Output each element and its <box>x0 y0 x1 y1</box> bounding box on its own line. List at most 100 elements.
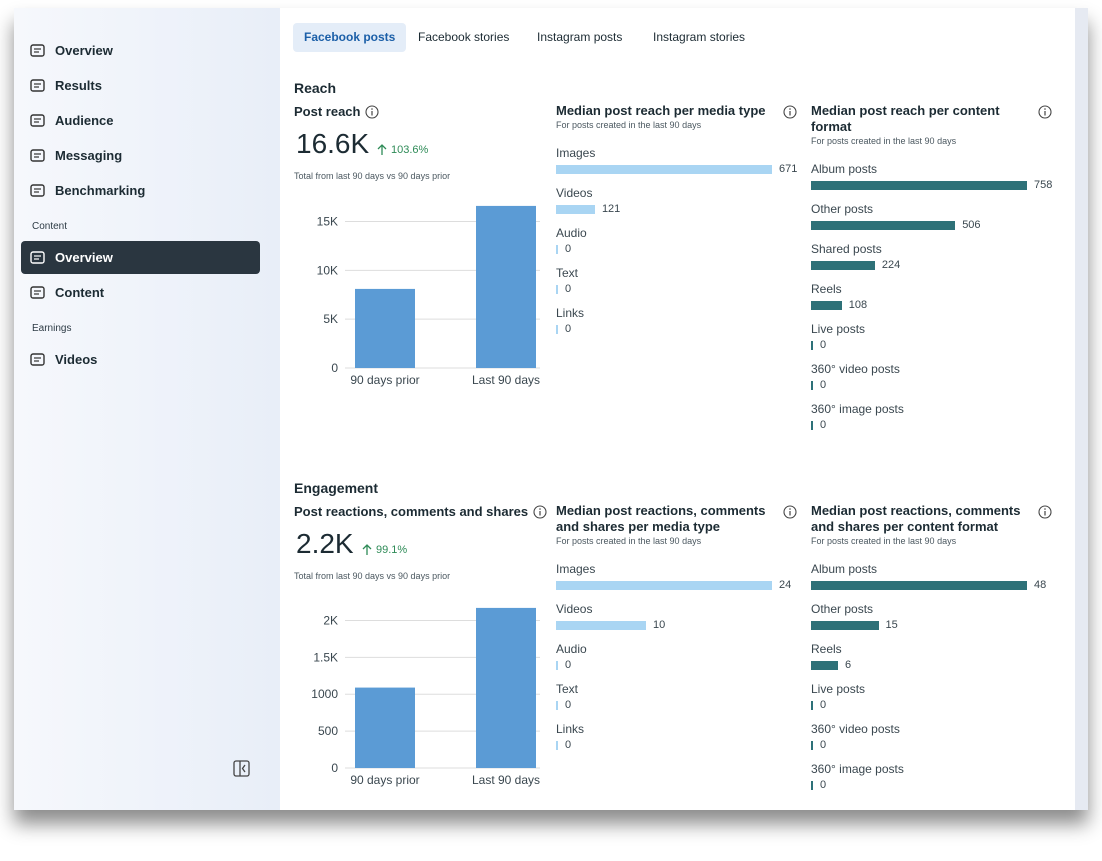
breakdown-row: Shared posts 224 <box>811 241 1056 281</box>
x-tick-label: 90 days prior <box>350 773 419 787</box>
nav-label: Audience <box>55 113 114 128</box>
bar-value: 0 <box>565 699 572 711</box>
bar <box>476 607 536 768</box>
bar-value: 0 <box>820 379 827 391</box>
bar-row: 0 <box>556 321 801 337</box>
breakdown-label: 360° image posts <box>811 762 904 776</box>
info-icon[interactable] <box>365 105 379 119</box>
bar-row: 0 <box>556 657 801 673</box>
tab[interactable]: Facebook stories <box>418 30 510 44</box>
bar <box>811 420 813 430</box>
nav-icon <box>30 114 45 127</box>
bar-row: 0 <box>556 241 801 257</box>
bar-row: 506 <box>811 217 1056 233</box>
bar-row: 671 <box>556 161 801 177</box>
bar-row: 0 <box>811 737 1056 753</box>
breakdown-label: Other posts <box>811 602 874 616</box>
bar <box>556 740 558 750</box>
breakdown-label: 360° video posts <box>811 722 900 736</box>
breakdown-header: Median post reach per content format <box>811 103 1056 135</box>
nav-label: Overview <box>55 43 113 58</box>
breakdown-row: Videos 10 <box>556 601 801 641</box>
bar-value: 0 <box>565 243 572 255</box>
breakdown-row: Text 0 <box>556 681 801 721</box>
y-tick-label: 15K <box>317 215 338 229</box>
bar <box>556 204 595 214</box>
breakdown-label: Live posts <box>811 682 866 696</box>
bar-value: 0 <box>820 779 827 791</box>
bar <box>811 580 1027 590</box>
breakdown-row: Reels 6 <box>811 641 1056 681</box>
bar-value: 0 <box>565 283 572 295</box>
info-icon[interactable] <box>783 105 797 119</box>
bar-value: 121 <box>601 203 621 215</box>
breakdown-label: Images <box>556 146 596 160</box>
breakdown-subtitle: For posts created in the last 90 days <box>811 536 957 546</box>
breakdown-label: Text <box>556 266 579 280</box>
bar <box>556 700 558 710</box>
up-arrow <box>362 544 372 555</box>
metric-note: Total from last 90 days vs 90 days prior <box>294 571 451 581</box>
bar-row: 108 <box>811 297 1056 313</box>
nav-item[interactable]: Benchmarking <box>21 174 260 207</box>
info-icon[interactable] <box>783 505 797 519</box>
breakdown-panel: Median post reactions, comments and shar… <box>556 503 801 761</box>
x-tick-label: Last 90 days <box>472 773 540 787</box>
bar <box>811 700 813 710</box>
breakdown-panel: Median post reactions, comments and shar… <box>811 503 1056 801</box>
nav-label: Results <box>55 78 102 93</box>
bar-value: 0 <box>820 699 827 711</box>
tab[interactable]: Facebook posts <box>293 23 407 52</box>
info-icon[interactable] <box>1038 505 1052 519</box>
metric-change: 99.1% <box>376 544 408 556</box>
collapse-button[interactable] <box>233 760 250 777</box>
nav-item[interactable]: Overview <box>21 34 260 67</box>
y-tick-label: 0 <box>331 761 338 775</box>
y-tick-label: 500 <box>318 724 338 738</box>
nav-item[interactable]: Overview <box>21 241 260 274</box>
tab[interactable]: Instagram posts <box>537 30 623 44</box>
breakdown-row: Images 24 <box>556 561 801 601</box>
bar-value: 0 <box>565 659 572 671</box>
metric-value: 2.2K <box>296 528 354 559</box>
breakdown-label: Videos <box>556 602 593 616</box>
breakdown-label: Images <box>556 562 596 576</box>
breakdown-row: Other posts 506 <box>811 201 1056 241</box>
nav-item[interactable]: Results <box>21 69 260 102</box>
section-title: Engagement <box>294 480 379 496</box>
nav-label: Videos <box>55 352 98 367</box>
breakdown-panel: Median post reach per media type For post… <box>556 103 801 345</box>
nav-label: Overview <box>55 250 113 265</box>
breakdown-subtitle: For posts created in the last 90 days <box>811 136 957 146</box>
bar-row: 0 <box>556 281 801 297</box>
info-icon[interactable] <box>533 505 547 519</box>
nav-item[interactable]: Content <box>21 276 260 309</box>
x-tick-label: 90 days prior <box>350 373 419 387</box>
breakdown-label: Links <box>556 306 585 320</box>
nav-item[interactable]: Messaging <box>21 139 260 172</box>
window: Overview Results Audience Messaging Benchmar… <box>14 8 1088 810</box>
breakdown-label: Shared posts <box>811 242 882 256</box>
breakdown-row: Album posts 758 <box>811 161 1056 201</box>
info-icon[interactable] <box>1038 105 1052 119</box>
bar-value: 0 <box>820 419 827 431</box>
breakdown-subtitle: For posts created in the last 90 days <box>556 120 702 130</box>
nav-label: Benchmarking <box>55 183 146 198</box>
metric-title: Post reach <box>294 104 361 119</box>
breakdown-label: Reels <box>811 282 842 296</box>
bar <box>556 324 558 334</box>
y-tick-label: 5K <box>323 312 338 326</box>
bar-row: 15 <box>811 617 1056 633</box>
nav-item[interactable]: Videos <box>21 343 260 376</box>
bar-value: 506 <box>962 219 981 231</box>
breakdown-title: Median post reach per content format <box>811 103 1000 134</box>
nav-icon <box>30 149 45 162</box>
breakdown-title: Median post reactions, comments and shar… <box>811 503 1021 534</box>
bar-row: 0 <box>811 697 1056 713</box>
nav-item[interactable]: Audience <box>21 104 260 137</box>
breakdown-row: Album posts 48 <box>811 561 1056 601</box>
breakdown-label: Album posts <box>811 562 878 576</box>
tab[interactable]: Instagram stories <box>653 30 746 44</box>
bar-value: 671 <box>779 163 798 175</box>
